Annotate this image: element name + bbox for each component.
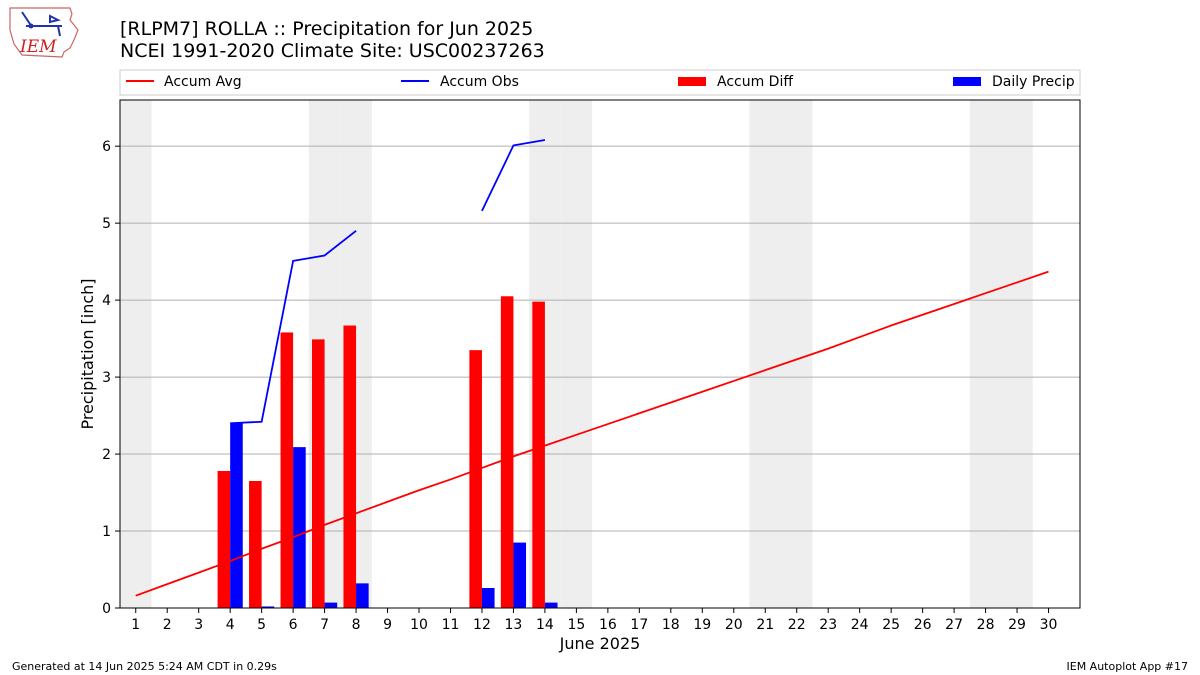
accum-diff-bar	[312, 339, 325, 608]
y-tick-label: 1	[102, 524, 111, 540]
accum-avg-line	[135, 270, 1049, 597]
x-tick-label: 26	[914, 617, 932, 633]
x-tick-label: 18	[662, 617, 680, 633]
accum-diff-bar	[500, 296, 514, 608]
daily-precip-bar	[293, 447, 306, 608]
y-axis-label: Precipitation [inch]	[78, 278, 97, 429]
legend-label-accum-diff: Accum Diff	[717, 74, 793, 90]
accum-diff-bar	[532, 301, 545, 608]
weekend-band	[780, 100, 813, 608]
x-tick-label: 13	[505, 617, 523, 633]
legend-label-accum-obs: Accum Obs	[440, 74, 519, 90]
daily-precip-bar	[261, 606, 275, 608]
x-tick-label: 11	[442, 617, 460, 633]
gridlines	[120, 145, 1080, 532]
weather-dot-icon	[28, 23, 34, 29]
weekend-band	[1001, 100, 1033, 608]
y-tick-label: 2	[102, 447, 111, 463]
weekend-band	[560, 100, 593, 608]
x-tick-label: 17	[630, 617, 648, 633]
x-tick-label: 19	[693, 617, 711, 633]
y-tick-label: 5	[102, 216, 111, 232]
weekend-band	[749, 100, 781, 608]
footer-generated: Generated at 14 Jun 2025 5:24 AM CDT in …	[12, 660, 277, 673]
accum-obs-line	[481, 139, 546, 212]
daily-precip-bar	[544, 602, 558, 608]
chart-subtitle: NCEI 1991-2020 Climate Site: USC00237263	[120, 40, 545, 62]
x-tick-label: 5	[257, 617, 266, 633]
x-tick-label: 3	[194, 617, 203, 633]
iem-logo: IEM	[9, 7, 79, 58]
y-axis-ticks: 0 1 2 3 4 5 6	[102, 139, 120, 617]
daily-precip-bar	[324, 602, 338, 608]
x-tick-label: 7	[320, 617, 329, 633]
y-tick-label: 4	[102, 293, 111, 309]
y-tick-label: 0	[102, 601, 111, 617]
x-tick-label: 25	[882, 617, 900, 633]
weather-vane-icon	[21, 11, 62, 37]
weekend-band	[120, 100, 152, 608]
footer-app: IEM Autoplot App #17	[1067, 660, 1189, 673]
lines	[135, 139, 1049, 597]
x-tick-label: 23	[819, 617, 837, 633]
daily-precip-bar	[513, 542, 527, 608]
accum-diff-bar	[343, 325, 357, 608]
y-tick-label: 6	[102, 139, 111, 155]
x-axis-label: June 2025	[559, 634, 641, 653]
x-tick-label: 10	[410, 617, 428, 633]
logo-text: IEM	[19, 37, 57, 57]
accum-diff-bar	[249, 481, 262, 608]
x-tick-label: 1	[131, 617, 140, 633]
accum-diff-bar	[280, 332, 294, 608]
x-tick-label: 27	[945, 617, 963, 633]
legend: Accum Avg Accum Obs Accum Diff Daily Pre…	[119, 69, 1081, 96]
x-tick-label: 6	[289, 617, 298, 633]
x-tick-label: 4	[226, 617, 235, 633]
x-tick-label: 12	[473, 617, 491, 633]
legend-swatch-daily-precip	[953, 77, 981, 86]
x-tick-label: 30	[1040, 617, 1058, 633]
legend-frame	[119, 69, 1081, 96]
legend-swatch-accum-diff	[678, 77, 706, 86]
x-tick-label: 16	[599, 617, 617, 633]
x-tick-label: 29	[1008, 617, 1026, 633]
daily-precip-bar	[356, 583, 369, 608]
legend-label-daily-precip: Daily Precip	[992, 74, 1075, 90]
plot-frame	[119, 99, 1081, 609]
legend-label-accum-avg: Accum Avg	[164, 74, 242, 90]
iowa-state-outline	[9, 7, 79, 58]
x-tick-label: 28	[977, 617, 995, 633]
chart-title: [RLPM7] ROLLA :: Precipitation for Jun 2…	[120, 18, 533, 40]
x-tick-label: 20	[725, 617, 743, 633]
weekend-band	[969, 100, 1002, 608]
accum-diff-bar	[217, 470, 231, 608]
x-tick-label: 8	[352, 617, 361, 633]
x-tick-label: 15	[567, 617, 585, 633]
x-tick-label: 21	[756, 617, 774, 633]
bars	[217, 296, 558, 608]
x-tick-label: 2	[163, 617, 172, 633]
x-axis-ticks: 1 2 3 4 5 6 7 8 9 10 11 12 13 14 15 16 17 18 19 20 21 22 23 24 2…	[131, 608, 1057, 633]
accum-obs-line	[230, 230, 357, 425]
daily-precip-bar	[481, 587, 495, 608]
x-tick-label: 14	[536, 617, 554, 633]
x-tick-label: 9	[383, 617, 392, 633]
x-tick-label: 22	[788, 617, 806, 633]
accum-diff-bar	[469, 350, 482, 608]
daily-precip-bar	[230, 423, 243, 608]
y-tick-label: 3	[102, 370, 111, 386]
x-tick-label: 24	[851, 617, 869, 633]
